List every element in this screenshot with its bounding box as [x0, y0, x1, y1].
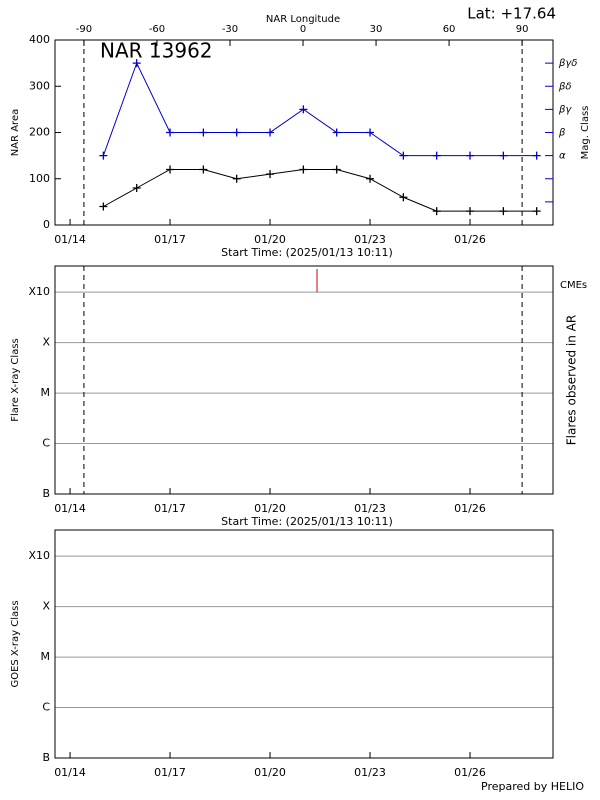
data-marker: [432, 207, 441, 216]
x-tick-label: 01/26: [454, 233, 486, 246]
data-marker: [532, 207, 541, 216]
x2-axis-label: NAR Longitude: [266, 14, 340, 25]
y-tick-label: 0: [43, 218, 50, 231]
plot-frame: [54, 265, 554, 495]
y-tick-label: M: [41, 650, 51, 663]
y2-axis-label: Flares observed in AR: [565, 315, 579, 445]
data-marker: [499, 151, 508, 160]
data-line: [102, 61, 537, 157]
x-tick-label: 01/26: [454, 502, 486, 515]
y2-tick-label: βγδ: [558, 58, 577, 69]
data-line: [103, 169, 537, 212]
y-tick-label: X10: [28, 285, 50, 298]
x-tick-label: 01/17: [154, 233, 186, 246]
data-marker: [432, 151, 441, 160]
data-marker: [266, 128, 275, 137]
y-tick-label: C: [42, 701, 50, 714]
x-tick-label: 01/23: [354, 233, 386, 246]
data-marker: [299, 105, 308, 114]
y2-tick-label: βδ: [558, 81, 572, 92]
x-tick-label: 01/14: [54, 766, 86, 779]
y-tick-label: X: [42, 600, 50, 613]
y-tick-label: 200: [29, 126, 50, 139]
x-tick-label: 01/20: [254, 233, 286, 246]
x2-tick-label: 60: [443, 24, 456, 35]
x-tick-label: 01/17: [154, 766, 186, 779]
y2-tick-label: β: [558, 128, 566, 139]
data-marker: [166, 128, 175, 137]
data-marker: [99, 151, 108, 160]
data-marker: [332, 128, 341, 137]
x-tick-label: 01/20: [254, 766, 286, 779]
x-tick-label: 01/23: [354, 502, 386, 515]
x2-tick-label: -60: [149, 24, 165, 35]
y2-tick-label: α: [559, 151, 566, 162]
y-tick-label: 300: [29, 79, 50, 92]
x-tick-label: 01/14: [54, 502, 86, 515]
y-tick-label: 100: [29, 172, 50, 185]
x2-tick-label: 90: [516, 24, 529, 35]
x-tick-label: 01/23: [354, 766, 386, 779]
data-marker: [132, 184, 141, 192]
y-tick-label: 400: [29, 33, 50, 46]
x-tick-label: 01/26: [454, 766, 486, 779]
data-marker: [532, 151, 541, 160]
latitude-annotation: Lat: +17.64: [467, 5, 556, 23]
plot-frame: [54, 529, 554, 759]
y-tick-label: B: [42, 751, 50, 764]
data-marker: [99, 202, 108, 211]
data-marker: [366, 174, 375, 183]
data-marker: [466, 207, 475, 216]
data-marker: [499, 207, 508, 216]
cme-legend: CMEs: [560, 280, 587, 291]
data-marker: [199, 128, 208, 137]
footer: Prepared by HELIO: [481, 780, 584, 793]
y-tick-label: B: [42, 487, 50, 500]
y-tick-label: M: [41, 386, 51, 399]
data-marker: [366, 128, 375, 137]
data-marker: [399, 193, 408, 202]
y-axis-label: Flare X-ray Class: [10, 338, 21, 422]
chart-title: NAR 13962: [100, 39, 213, 63]
x-tick-label: 01/14: [54, 233, 86, 246]
data-marker: [466, 151, 475, 160]
y-tick-label: X10: [28, 549, 50, 562]
x-tick-label: 01/17: [154, 502, 186, 515]
y-axis-label: GOES X-ray Class: [10, 600, 21, 687]
data-marker: [199, 165, 208, 174]
y-axis-label: NAR Area: [10, 109, 21, 156]
data-marker: [232, 128, 241, 137]
data-marker: [166, 165, 175, 174]
x-axis-label: Start Time: (2025/01/13 10:11): [221, 515, 393, 528]
y-tick-label: X: [42, 336, 50, 349]
y-tick-label: C: [42, 437, 50, 450]
y2-tick-label: βγ: [558, 104, 572, 115]
data-marker: [332, 165, 341, 174]
x-tick-label: 01/20: [254, 502, 286, 515]
x-axis-label: Start Time: (2025/01/13 10:11): [221, 246, 393, 259]
data-marker: [399, 151, 408, 160]
y2-axis-label: Mag. Class: [580, 106, 591, 160]
data-marker: [232, 174, 241, 183]
x2-tick-label: -30: [222, 24, 238, 35]
data-marker: [299, 165, 308, 174]
x2-tick-label: 30: [370, 24, 383, 35]
plot-frame: [54, 39, 554, 226]
x2-tick-label: 0: [300, 24, 306, 35]
x2-tick-label: -90: [76, 24, 92, 35]
data-marker: [266, 170, 275, 179]
data-marker: [132, 59, 141, 68]
